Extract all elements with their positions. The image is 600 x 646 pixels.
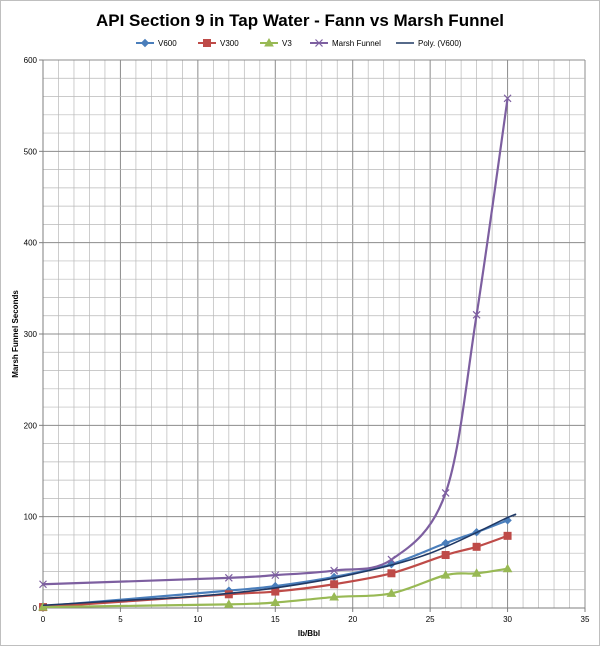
- series-v3: [38, 563, 513, 611]
- v3-point: [440, 570, 451, 579]
- legend-label: V300: [220, 39, 239, 48]
- legend-v600-point: [140, 38, 150, 48]
- y-tick-label: 0: [33, 604, 38, 613]
- v3-point: [270, 597, 281, 607]
- x-tick-label: 20: [348, 615, 357, 624]
- series-line-v600: [42, 519, 508, 608]
- marsh-funnel-point: [330, 566, 339, 575]
- v300-point: [503, 531, 512, 540]
- x-tick-label: 0: [41, 615, 46, 624]
- y-tick-label: 300: [24, 330, 38, 339]
- series-line-v3: [42, 567, 508, 609]
- y-tick-label: 200: [24, 421, 38, 430]
- legend-marsh-funnel-point: [315, 39, 323, 47]
- x-tick-label: 35: [581, 615, 590, 624]
- x-tick-label: 25: [426, 615, 435, 624]
- y-tick-label: 500: [24, 147, 38, 156]
- axes: 0 5 10 15 20 25 30 35 0 100 200 300 400 500 600: [24, 56, 590, 624]
- legend-label: V3: [282, 39, 292, 48]
- series-layer: [38, 94, 517, 612]
- legend-label: Marsh Funnel: [332, 39, 381, 48]
- v3-point: [329, 592, 339, 601]
- series-marsh-funnel: [39, 94, 512, 589]
- marsh-funnel-point: [472, 310, 481, 319]
- series-poly-v600: [42, 513, 517, 607]
- x-tick-label: 15: [271, 615, 280, 624]
- v300-point: [387, 569, 396, 578]
- legend-item-v3: V3: [260, 37, 292, 48]
- marsh-funnel-point: [387, 555, 396, 564]
- marsh-funnel-point: [441, 488, 450, 497]
- legend-item-v300: V300: [198, 39, 239, 48]
- v300-point: [472, 542, 481, 551]
- marsh-funnel-point: [503, 94, 512, 103]
- v3-point: [471, 568, 482, 577]
- x-tick-label: 30: [503, 615, 512, 624]
- v3-point: [38, 602, 48, 611]
- v300-point: [271, 587, 280, 596]
- grid: [43, 59, 586, 608]
- y-axis-label: Marsh Funnel Seconds: [11, 290, 20, 378]
- v300-point: [441, 551, 450, 560]
- y-tick-label: 600: [24, 56, 38, 65]
- x-tick-label: 5: [118, 615, 123, 624]
- marsh-funnel-point: [224, 573, 233, 582]
- marsh-funnel-point: [271, 571, 280, 580]
- chart-title: API Section 9 in Tap Water - Fann vs Mar…: [96, 11, 504, 30]
- y-tick-label: 400: [24, 239, 38, 248]
- y-tick-label: 100: [24, 513, 38, 522]
- legend-label: V600: [158, 39, 177, 48]
- legend-label: Poly. (V600): [418, 39, 462, 48]
- x-tick-label: 10: [193, 615, 202, 624]
- marsh-funnel-point: [39, 580, 47, 589]
- v3-point: [386, 588, 397, 597]
- legend: V600 V300 V3 Marsh Funnel Poly. (V600): [136, 37, 462, 48]
- legend-item-marsh-funnel: Marsh Funnel: [310, 39, 381, 48]
- v3-point: [502, 563, 513, 573]
- legend-item-poly-v600: Poly. (V600): [396, 39, 462, 48]
- v3-point: [223, 599, 234, 608]
- v300-point: [330, 580, 339, 589]
- series-line-poly-v600: [42, 513, 517, 607]
- x-axis-label: lb/Bbl: [298, 629, 320, 638]
- legend-v3-point: [264, 37, 274, 47]
- legend-v300-point: [203, 39, 211, 47]
- legend-item-v600: V600: [136, 38, 177, 48]
